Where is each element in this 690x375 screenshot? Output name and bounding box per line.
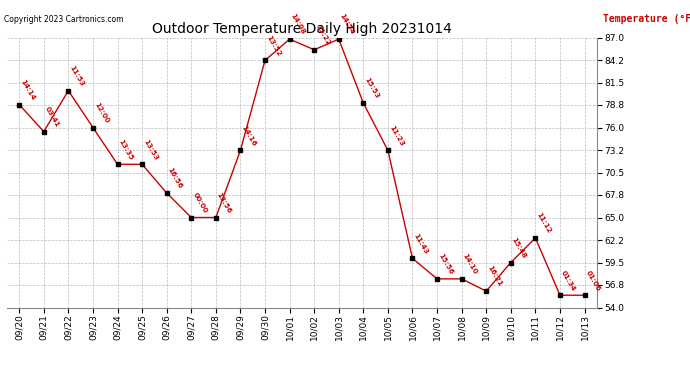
Text: 15:48: 15:48: [511, 236, 528, 259]
Text: 13:35: 13:35: [117, 138, 135, 161]
Text: 15:53: 15:53: [364, 76, 380, 100]
Text: 14:10: 14:10: [462, 253, 478, 276]
Text: 16:56: 16:56: [167, 166, 184, 190]
Text: 14:14: 14:14: [19, 78, 36, 101]
Text: Copyright 2023 Cartronics.com: Copyright 2023 Cartronics.com: [4, 15, 124, 24]
Text: 15:22: 15:22: [314, 24, 331, 46]
Text: 14:16: 14:16: [240, 124, 257, 147]
Text: 13:52: 13:52: [265, 34, 282, 57]
Text: 11:53: 11:53: [68, 64, 85, 87]
Text: 15:56: 15:56: [437, 252, 454, 276]
Text: 14:54: 14:54: [339, 13, 355, 36]
Text: 00:00: 00:00: [191, 191, 208, 214]
Text: 03:41: 03:41: [43, 105, 61, 128]
Text: 13:56: 13:56: [216, 191, 233, 214]
Text: 11:12: 11:12: [535, 212, 552, 235]
Text: 11:43: 11:43: [413, 232, 429, 255]
Text: 16:21: 16:21: [486, 265, 503, 288]
Text: 12:00: 12:00: [93, 101, 110, 124]
Text: 01:06: 01:06: [584, 269, 601, 292]
Text: 14:08: 14:08: [290, 13, 306, 36]
Text: Temperature (°F): Temperature (°F): [603, 14, 690, 24]
Title: Outdoor Temperature Daily High 20231014: Outdoor Temperature Daily High 20231014: [152, 22, 452, 36]
Text: 01:34: 01:34: [560, 269, 577, 292]
Text: 11:23: 11:23: [388, 124, 404, 147]
Text: 13:53: 13:53: [142, 138, 159, 161]
